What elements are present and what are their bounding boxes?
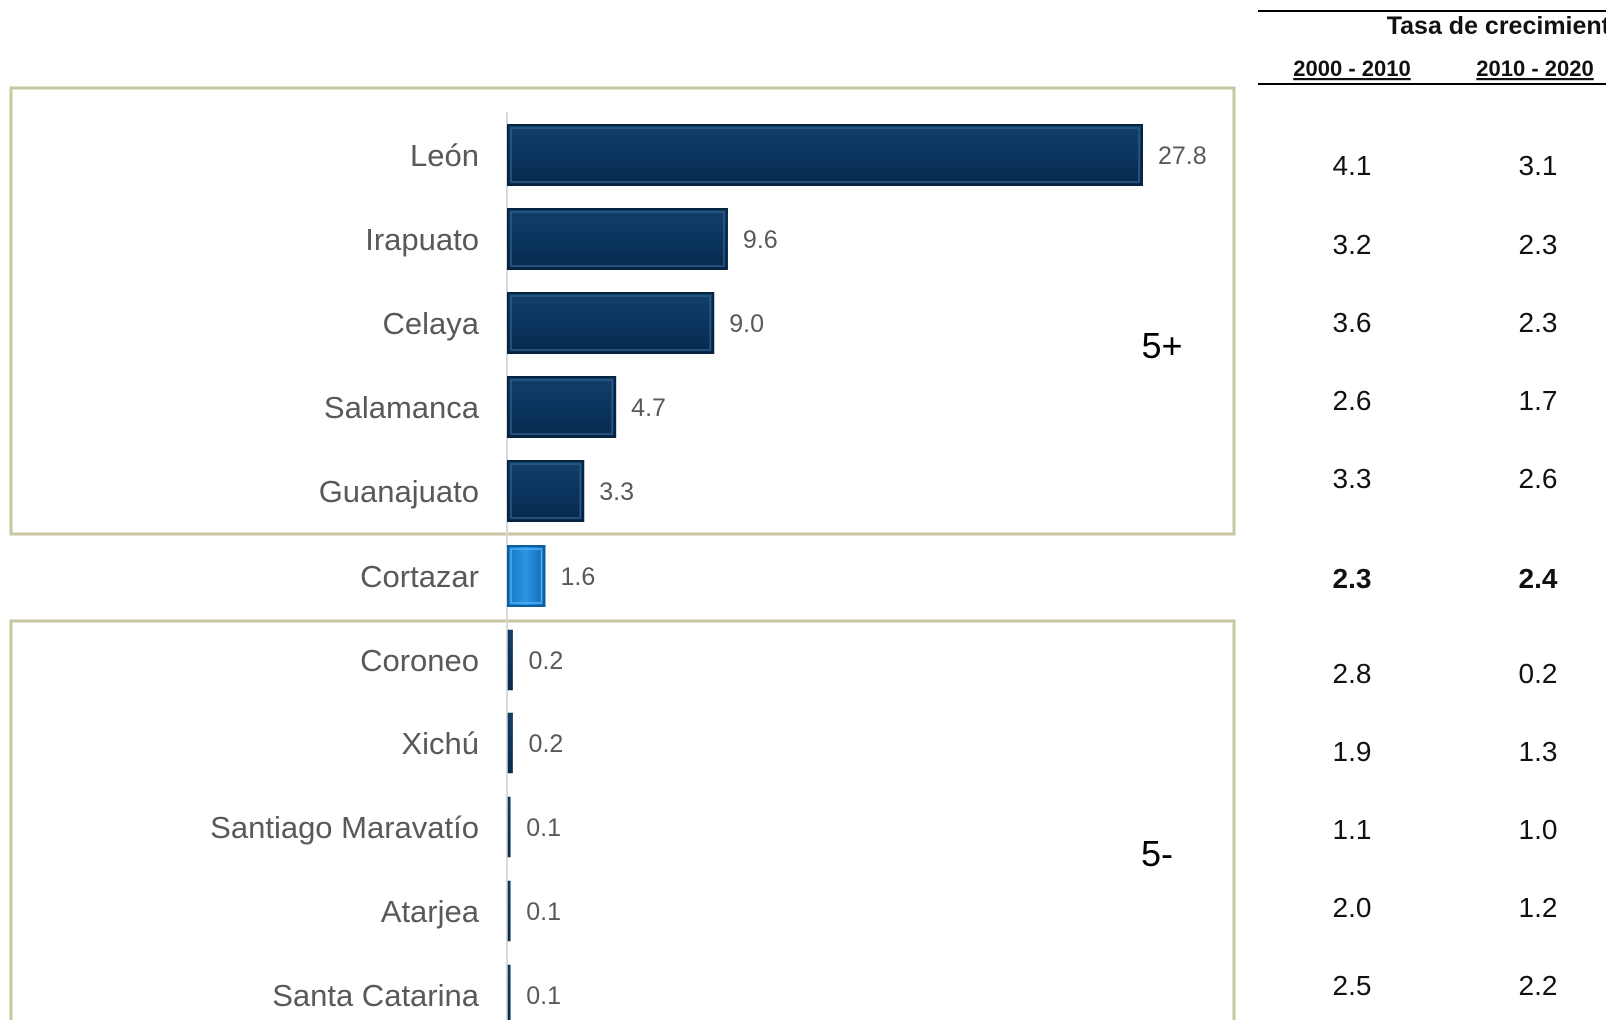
table-cell: 1.9 <box>1333 736 1372 767</box>
table-cell: 2.3 <box>1519 229 1558 260</box>
table-cell: 2.5 <box>1333 970 1372 1001</box>
table-cell: 4.1 <box>1333 150 1372 181</box>
bar-5 <box>507 545 546 607</box>
table-cell: 2.0 <box>1333 892 1372 923</box>
bar-4 <box>507 460 585 522</box>
bar-bevel-0 <box>510 127 1140 183</box>
bars-layer <box>507 124 1143 1020</box>
category-label: Xichú <box>401 726 479 761</box>
table-col-header-2: 2010 - 2020 <box>1476 56 1593 81</box>
table-cell: 3.6 <box>1333 307 1372 338</box>
group-box-bottom <box>9 619 1236 1020</box>
bar-10 <box>507 964 511 1020</box>
bar-bevel-3 <box>510 379 613 435</box>
value-label: 1.6 <box>560 563 595 591</box>
value-label: 0.1 <box>526 898 561 926</box>
bar-bevel-4 <box>510 463 582 519</box>
category-label: León <box>410 138 479 173</box>
bar-2 <box>507 292 715 354</box>
table-cell: 2.8 <box>1333 658 1372 689</box>
group-box-top <box>9 86 1236 536</box>
growth-table: 4.1 3.1 3.2 2.3 3.6 2.3 2.6 1.7 3.3 2.6 2.3 2.4 2.8 0… <box>1333 150 1558 1001</box>
table-cell: 3.2 <box>1333 229 1372 260</box>
value-label: 9.6 <box>743 226 778 254</box>
value-label: 0.1 <box>526 982 561 1010</box>
table-title: Tasa de crecimiento <box>1387 12 1606 40</box>
table-cell: 1.0 <box>1519 814 1558 845</box>
table-cell: 1.7 <box>1519 385 1558 416</box>
bar-7 <box>507 712 513 774</box>
value-label: 9.0 <box>729 310 764 338</box>
table-cell: 2.3 <box>1519 307 1558 338</box>
value-label: 4.7 <box>631 394 666 422</box>
bar-bevel-1 <box>510 211 725 267</box>
category-labels: León Irapuato Celaya Salamanca Guanajuato Cor… <box>210 138 480 1013</box>
value-label: 0.1 <box>526 814 561 842</box>
table-cell: 0.2 <box>1519 658 1558 689</box>
value-label: 0.2 <box>529 730 564 758</box>
value-label: 27.8 <box>1158 142 1207 170</box>
bar-1 <box>507 208 728 270</box>
bar-9 <box>507 880 511 942</box>
category-label: Salamanca <box>324 390 480 425</box>
bar-bevel-5 <box>510 548 543 604</box>
bar-8 <box>507 796 511 858</box>
category-label: Celaya <box>383 306 480 341</box>
category-label: Santa Catarina <box>272 978 480 1013</box>
table-cell: 1.1 <box>1333 814 1372 845</box>
table-col-header-1: 2000 - 2010 <box>1293 56 1410 81</box>
category-label: Guanajuato <box>319 474 479 509</box>
group-label-top: 5+ <box>1141 325 1182 366</box>
table-cell: 1.2 <box>1519 892 1558 923</box>
bar-3 <box>507 376 617 438</box>
category-label: Atarjea <box>381 894 480 929</box>
value-label: 0.2 <box>529 647 564 675</box>
table-cell: 3.1 <box>1519 150 1558 181</box>
value-label: 3.3 <box>599 478 634 506</box>
table-cell: 3.3 <box>1333 463 1372 494</box>
category-label: Santiago Maravatío <box>210 810 479 845</box>
bar-bevel-2 <box>510 295 712 351</box>
table-cell: 2.6 <box>1519 463 1558 494</box>
value-labels: 27.8 9.6 9.0 4.7 3.3 1.6 0.2 0.2 0.1 0.1 0.1 <box>526 142 1206 1010</box>
group-label-bottom: 5- <box>1141 833 1173 874</box>
category-label: Irapuato <box>365 222 479 257</box>
category-label: Coroneo <box>360 643 479 678</box>
table-cell: 2.4 <box>1519 563 1558 594</box>
table-cell: 2.6 <box>1333 385 1372 416</box>
category-label: Cortazar <box>360 559 479 594</box>
bar-6 <box>507 629 513 691</box>
table-cell: 1.3 <box>1519 736 1558 767</box>
bar-0 <box>507 124 1143 186</box>
table-cell: 2.3 <box>1333 563 1372 594</box>
table-cell: 2.2 <box>1519 970 1558 1001</box>
